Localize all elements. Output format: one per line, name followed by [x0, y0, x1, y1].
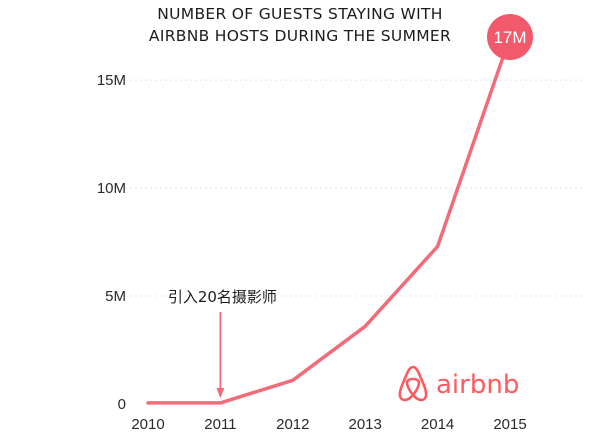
x-tick-label: 2010 [131, 416, 164, 433]
chart-title-line-2: AIRBNB HOSTS DURING THE SUMMER [149, 27, 451, 45]
airbnb-belo-icon [398, 365, 428, 402]
x-tick-label: 2015 [493, 416, 526, 433]
x-tick-label: 2013 [349, 416, 382, 433]
x-tick-label: 2012 [276, 416, 309, 433]
annotation-text: 引入20名摄影师 [168, 288, 277, 306]
y-tick-label: 10M [97, 180, 126, 197]
chart-title-line-1: NUMBER OF GUESTS STAYING WITH [157, 5, 443, 23]
end-value-circle [487, 14, 533, 60]
end-value-bubble: 17M [487, 14, 533, 60]
annotation-arrowhead [216, 388, 225, 398]
x-tick-label: 2011 [204, 416, 236, 433]
series-line [146, 35, 512, 405]
y-axis-ticks: 0 5M 10M 15M [97, 72, 126, 413]
end-value-label: 17M [493, 28, 526, 47]
x-tick-label: 2014 [421, 416, 454, 433]
y-tick-label: 5M [105, 288, 126, 305]
annotation: 引入20名摄影师 [168, 288, 277, 398]
grid-layer [110, 79, 585, 297]
y-tick-label: 0 [118, 396, 126, 413]
logo-wordmark: airbnb [436, 370, 519, 400]
x-axis-ticks: 2010 2011 2012 2013 2014 2015 [131, 416, 526, 433]
y-tick-label: 15M [97, 72, 126, 89]
airbnb-logo: airbnb [398, 365, 519, 402]
